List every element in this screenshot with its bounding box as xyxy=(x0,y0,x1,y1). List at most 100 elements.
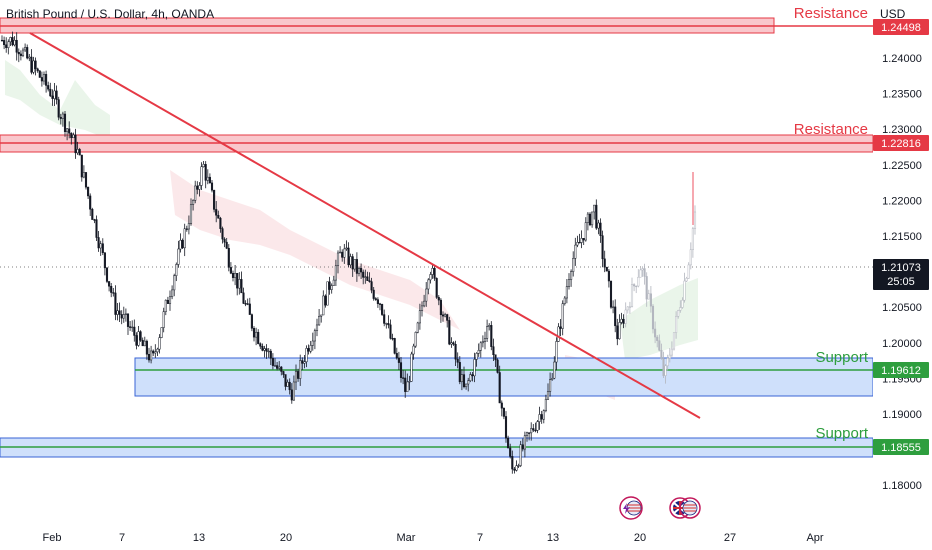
support-label-top: Support xyxy=(815,349,868,366)
candle-body xyxy=(36,68,39,72)
candle-body xyxy=(393,338,396,354)
candle-body xyxy=(397,357,400,363)
trendline[interactable] xyxy=(29,32,701,419)
candle-body xyxy=(406,381,409,392)
candle-body xyxy=(133,326,136,336)
candle-body xyxy=(490,325,493,347)
price-tick-label: 1.21500 xyxy=(882,231,922,243)
candle-body xyxy=(687,264,690,279)
candle-body xyxy=(334,265,337,281)
candle-body xyxy=(145,340,148,355)
price-tick-label: 1.22000 xyxy=(882,195,922,207)
candle-body xyxy=(294,371,298,383)
candle-body xyxy=(242,292,245,304)
candle-body xyxy=(471,374,474,377)
candle-body xyxy=(13,39,16,46)
uk-flag-event-icon[interactable] xyxy=(669,497,701,519)
candle-body xyxy=(150,350,153,361)
candle-body xyxy=(0,39,4,42)
candle-body xyxy=(536,421,539,431)
candle-body xyxy=(168,296,172,304)
candle-body xyxy=(507,437,510,449)
candle-countdown: 25:05 xyxy=(887,276,915,288)
candle-body xyxy=(467,380,470,385)
candle-body xyxy=(5,44,8,48)
current-price: 1.21073 xyxy=(881,262,921,274)
candle-body xyxy=(454,344,457,360)
support-top-price-tag xyxy=(873,362,929,378)
candle-body xyxy=(460,374,463,383)
candle-body xyxy=(103,252,106,269)
candle-body xyxy=(651,305,655,330)
candle-body xyxy=(238,279,241,289)
candle-body xyxy=(693,211,697,229)
candle-body xyxy=(7,41,10,48)
candle-body xyxy=(416,322,419,333)
candle-body xyxy=(202,164,205,167)
candle-body xyxy=(628,306,631,308)
candle-body xyxy=(292,381,295,401)
candle-body xyxy=(624,309,627,324)
candle-body xyxy=(278,366,281,369)
candle-body xyxy=(282,371,285,375)
candle-body xyxy=(347,247,350,266)
candle-body xyxy=(378,303,382,305)
candle-body xyxy=(660,350,663,359)
candle-body xyxy=(355,259,358,274)
candle-body xyxy=(309,345,312,352)
candle-body xyxy=(456,358,459,363)
candle-body xyxy=(385,323,388,325)
candle-body xyxy=(208,176,211,184)
candle-body xyxy=(532,428,535,431)
candle-body xyxy=(206,176,209,181)
candle-body xyxy=(57,99,60,118)
candle-body xyxy=(53,90,56,99)
candle-body xyxy=(70,133,73,139)
time-tick-label: 13 xyxy=(193,532,205,544)
candle-body xyxy=(225,241,228,249)
support-top-price: 1.19612 xyxy=(881,365,921,377)
candle-body xyxy=(402,377,405,379)
candle-body xyxy=(391,338,394,340)
candle-body xyxy=(263,348,266,351)
candle-body xyxy=(546,391,550,400)
candle-body xyxy=(84,172,88,188)
plot-area[interactable] xyxy=(0,0,873,520)
candle-body xyxy=(418,310,421,324)
candle-body xyxy=(217,215,220,219)
candle-body xyxy=(288,381,291,391)
candle-body xyxy=(313,330,316,342)
price-tick-label: 1.20500 xyxy=(882,302,922,314)
candle-body xyxy=(677,310,680,317)
candle-body xyxy=(261,346,264,351)
candle-body xyxy=(479,342,482,351)
candle-body xyxy=(19,53,22,56)
candle-body xyxy=(213,189,216,210)
candle-body xyxy=(305,348,308,363)
candle-body xyxy=(635,285,638,288)
candle-body xyxy=(326,281,329,306)
candle-body xyxy=(431,267,434,275)
resistance-top-price: 1.24498 xyxy=(881,22,921,34)
candle-body xyxy=(273,365,277,367)
resistance-mid-price: 1.22816 xyxy=(881,138,921,150)
candle-body xyxy=(234,273,237,278)
candle-body xyxy=(357,268,361,274)
candle-body xyxy=(45,74,48,86)
candle-body xyxy=(500,402,503,409)
candle-body xyxy=(72,134,75,139)
candle-body xyxy=(229,267,232,274)
candle-body xyxy=(284,374,287,387)
candle-body xyxy=(399,362,403,378)
candle-body xyxy=(656,336,659,341)
candle-body xyxy=(544,398,547,411)
candle-body xyxy=(324,295,327,306)
candle-body xyxy=(528,432,531,434)
candle-body xyxy=(370,281,373,291)
candle-body xyxy=(204,164,207,181)
candle-body xyxy=(551,377,554,380)
us-flag-event-icon[interactable] xyxy=(619,496,643,520)
candle-body xyxy=(21,49,25,56)
time-axis[interactable]: Feb 7 13 20 Mar 7 13 20 27 Apr xyxy=(0,520,932,550)
